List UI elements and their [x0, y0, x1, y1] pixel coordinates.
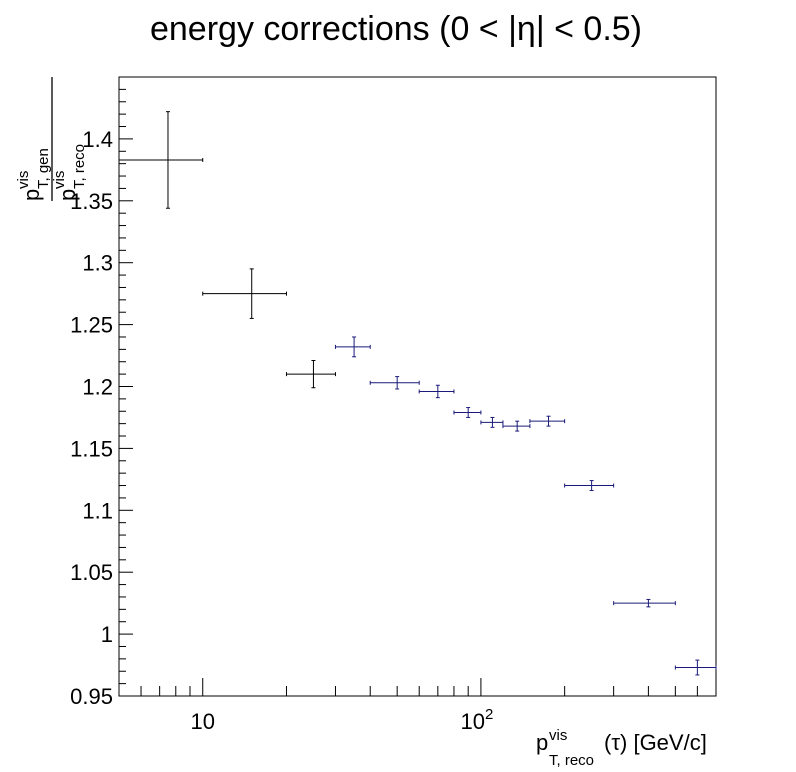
y-tick-label: 1.1 [82, 498, 113, 523]
data-points [118, 111, 717, 676]
y-tick-label: 1.25 [70, 313, 113, 338]
data-point [418, 384, 455, 399]
data-point [674, 659, 717, 676]
data-point [529, 415, 566, 427]
chart-title: energy corrections (0 < |η| < 0.5) [150, 10, 642, 48]
x-tick-label: 10 [190, 709, 214, 734]
y-tick-label: 1.05 [70, 560, 113, 585]
data-point [453, 407, 482, 418]
data-point [564, 480, 615, 491]
data-point [369, 376, 420, 390]
y-label-den-base: p [55, 189, 80, 201]
x-axis-label: p vis T, reco (τ) [GeV/c] [536, 727, 707, 769]
y-tick-label: 1.3 [82, 251, 113, 276]
x-tick-label: 102 [461, 706, 494, 734]
data-point [613, 598, 676, 608]
y-tick-label: 1.35 [70, 189, 113, 214]
y-axis: 0.95 1 1.05 1.1 1.15 1.2 1.25 1.3 1.35 1.4 [70, 76, 133, 709]
data-point [285, 360, 336, 389]
data-point [118, 111, 204, 209]
y-tick-label: 1 [101, 622, 113, 647]
y-tick-label: 1.4 [82, 127, 113, 152]
y-tick-label: 1.2 [82, 375, 113, 400]
y-label-num-sub: T, gen [35, 148, 52, 189]
x-axis-label-tail: (τ) [GeV/c] [604, 730, 707, 755]
y-tick-label: 0.95 [70, 684, 113, 709]
y-label-den-sup: vis [51, 171, 68, 189]
x-axis-label-sub: T, reco [549, 752, 594, 769]
data-point [502, 420, 531, 432]
x-axis-label-sup: vis [549, 727, 567, 744]
y-label-num-base: p [19, 189, 44, 201]
x-axis-label-text: p [536, 730, 548, 755]
y-tick-label: 1.15 [70, 436, 113, 461]
y-label-num-sup: vis [15, 171, 32, 189]
x-axis: 10 102 [118, 678, 717, 734]
y-label-den-sub: T, reco [71, 144, 88, 189]
data-point [480, 416, 504, 428]
data-point [334, 336, 371, 358]
data-point [202, 268, 287, 319]
